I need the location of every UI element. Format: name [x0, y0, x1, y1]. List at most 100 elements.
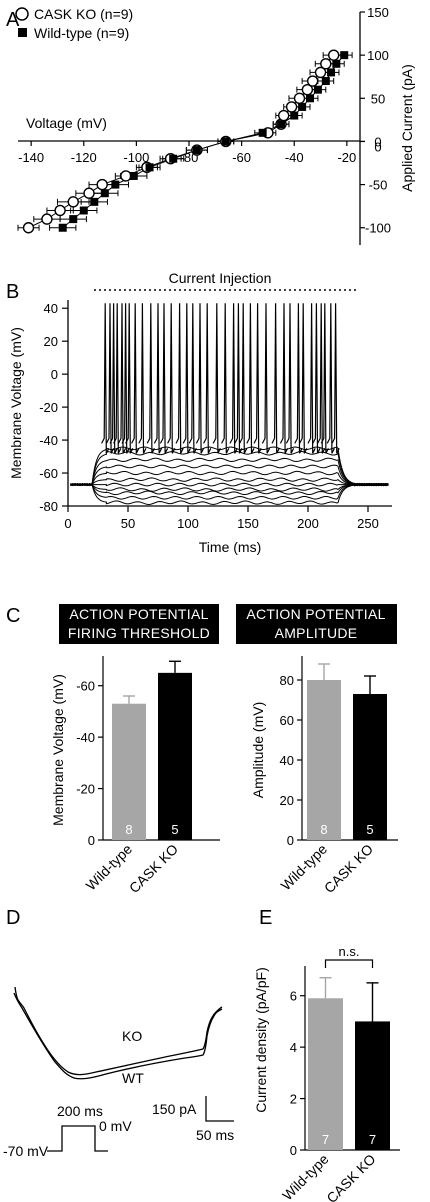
a-point-wild-type: [145, 163, 154, 172]
b-spike: [109, 303, 118, 454]
b-subthreshold-trace: [70, 483, 389, 500]
c1-bar-n-label: 5: [171, 822, 178, 837]
b-spike: [131, 303, 140, 454]
c2-y-tick-label: 60: [280, 713, 294, 728]
b-spike: [239, 303, 248, 454]
a-point-cask-ko: [120, 170, 132, 182]
b-spike: [188, 303, 197, 454]
panel-d-current-traces: KO WT 150 pA 50 ms 200 ms -70 mV 0 mV: [3, 986, 234, 1159]
a-point-cask-ko: [41, 213, 53, 225]
c2-category-label: CASK KO: [321, 841, 376, 896]
b-spike: [195, 303, 205, 454]
b-spike: [326, 303, 335, 454]
b-subthreshold-trace: [70, 457, 389, 487]
d-scale-current-label: 150 pA: [152, 1101, 197, 1117]
b-subthreshold-trace: [70, 470, 389, 487]
b-subthreshold-trace: [70, 482, 389, 492]
b-x-tick-label: 200: [297, 516, 319, 531]
b-spike: [113, 303, 122, 454]
panel-label-d: D: [6, 907, 20, 929]
b-y-tick-label: -60: [39, 466, 58, 481]
b-subthreshold-trace: [70, 482, 389, 496]
b-y-tick-label: 40: [44, 301, 58, 316]
b-spike: [271, 303, 280, 454]
c1-category-label: CASK KO: [126, 841, 181, 896]
b-spike: [138, 303, 147, 454]
b-spike: [299, 303, 308, 454]
a-y-tick-label: 50: [371, 91, 385, 106]
b-spike: [285, 303, 295, 454]
b-spike: [125, 303, 134, 454]
a-point-wild-type: [90, 197, 99, 206]
a-point-cask-ko: [83, 187, 95, 199]
d-protocol-duration-label: 200 ms: [57, 1103, 103, 1119]
b-spike: [221, 303, 230, 454]
e-y-tick-label: 4: [290, 1040, 297, 1055]
a-point-wild-type: [277, 120, 286, 129]
legend-entry-cask-ko: CASK KO (n=9): [34, 6, 133, 22]
a-y-tick-label: 100: [367, 48, 389, 63]
e-significance-bracket: [324, 959, 374, 968]
b-spike: [121, 303, 130, 454]
b-y-tick-label: -20: [39, 400, 58, 415]
a-point-cask-ko: [327, 49, 340, 61]
c2-y-tick-label: 40: [280, 753, 294, 768]
panel-e-current-density: Current density (pA/pF) 02467Wild-type7C…: [253, 944, 400, 1202]
c2-y-tick-label: 80: [280, 673, 294, 688]
c2-y-axis-title: Amplitude (mV): [250, 702, 266, 798]
b-spike: [117, 303, 127, 454]
a-point-wild-type: [221, 137, 230, 146]
c1-title-line-2: FIRING THRESHOLD: [68, 625, 210, 641]
b-y-tick-label: 20: [44, 334, 58, 349]
a-point-cask-ko: [306, 75, 319, 87]
c2-title-line-1: ACTION POTENTIAL: [246, 606, 385, 622]
c1-y-axis-title: Membrane Voltage (mV): [50, 674, 66, 826]
a-point-cask-ko: [22, 222, 35, 234]
b-spike: [317, 303, 326, 454]
a-point-cask-ko: [293, 92, 306, 104]
b-spike: [331, 303, 340, 454]
e-y-tick-label: 0: [290, 1143, 297, 1158]
b-spike: [294, 303, 303, 454]
b-subthreshold-trace: [70, 482, 389, 487]
b-y-axis-title: Membrane Voltage (mV): [8, 327, 24, 479]
b-x-tick-label: 250: [357, 516, 379, 531]
c2-bar-cask-ko: [353, 694, 387, 840]
b-spike: [159, 303, 169, 454]
a-point-cask-ko: [67, 196, 79, 208]
b-x-tick-label: 50: [121, 516, 135, 531]
panel-label-c: C: [6, 605, 20, 627]
b-y-tick-label: 0: [51, 367, 58, 382]
b-spike: [167, 303, 176, 454]
a-x-tick-label: -60: [232, 150, 251, 165]
a-point-wild-type: [111, 180, 120, 189]
c1-bar-cask-ko: [158, 672, 192, 840]
legend-open-circle-marker: [15, 7, 29, 21]
b-spike: [307, 303, 316, 454]
a-point-wild-type: [340, 51, 349, 60]
a-y-tick-label: 0: [374, 134, 381, 149]
d-step-label: 0 mV: [99, 1118, 132, 1134]
legend-entry-wild-type: Wild-type (n=9): [34, 25, 129, 41]
c2-title-box: [236, 604, 397, 644]
e-significance-label: n.s.: [339, 944, 360, 959]
b-spike: [105, 303, 115, 454]
d-voltage-protocol: [47, 1125, 108, 1152]
a-y-tick-label: -50: [369, 178, 388, 193]
a-x-tick-label: -100: [123, 150, 149, 165]
a-x-tick-label: -140: [18, 150, 44, 165]
c2-bar-n-label: 8: [320, 822, 327, 837]
b-spike: [253, 303, 262, 454]
e-bar-n-label: 7: [369, 1132, 376, 1147]
a-point-wild-type: [298, 102, 307, 111]
a-point-wild-type: [100, 189, 109, 198]
c1-title-line-1: ACTION POTENTIAL: [69, 606, 208, 622]
b-spike: [175, 303, 184, 454]
c2-bar-wild-type: [307, 680, 341, 840]
c1-y-tick-label: -40: [76, 730, 95, 745]
a-point-cask-ko: [320, 58, 332, 70]
c1-y-tick-label: -20: [76, 782, 95, 797]
panel-c-bar-charts: ACTION POTENTIAL FIRING THRESHOLD ACTION…: [50, 604, 398, 896]
a-point-wild-type: [313, 85, 322, 94]
a-y-tick-label: 0: [374, 139, 381, 154]
